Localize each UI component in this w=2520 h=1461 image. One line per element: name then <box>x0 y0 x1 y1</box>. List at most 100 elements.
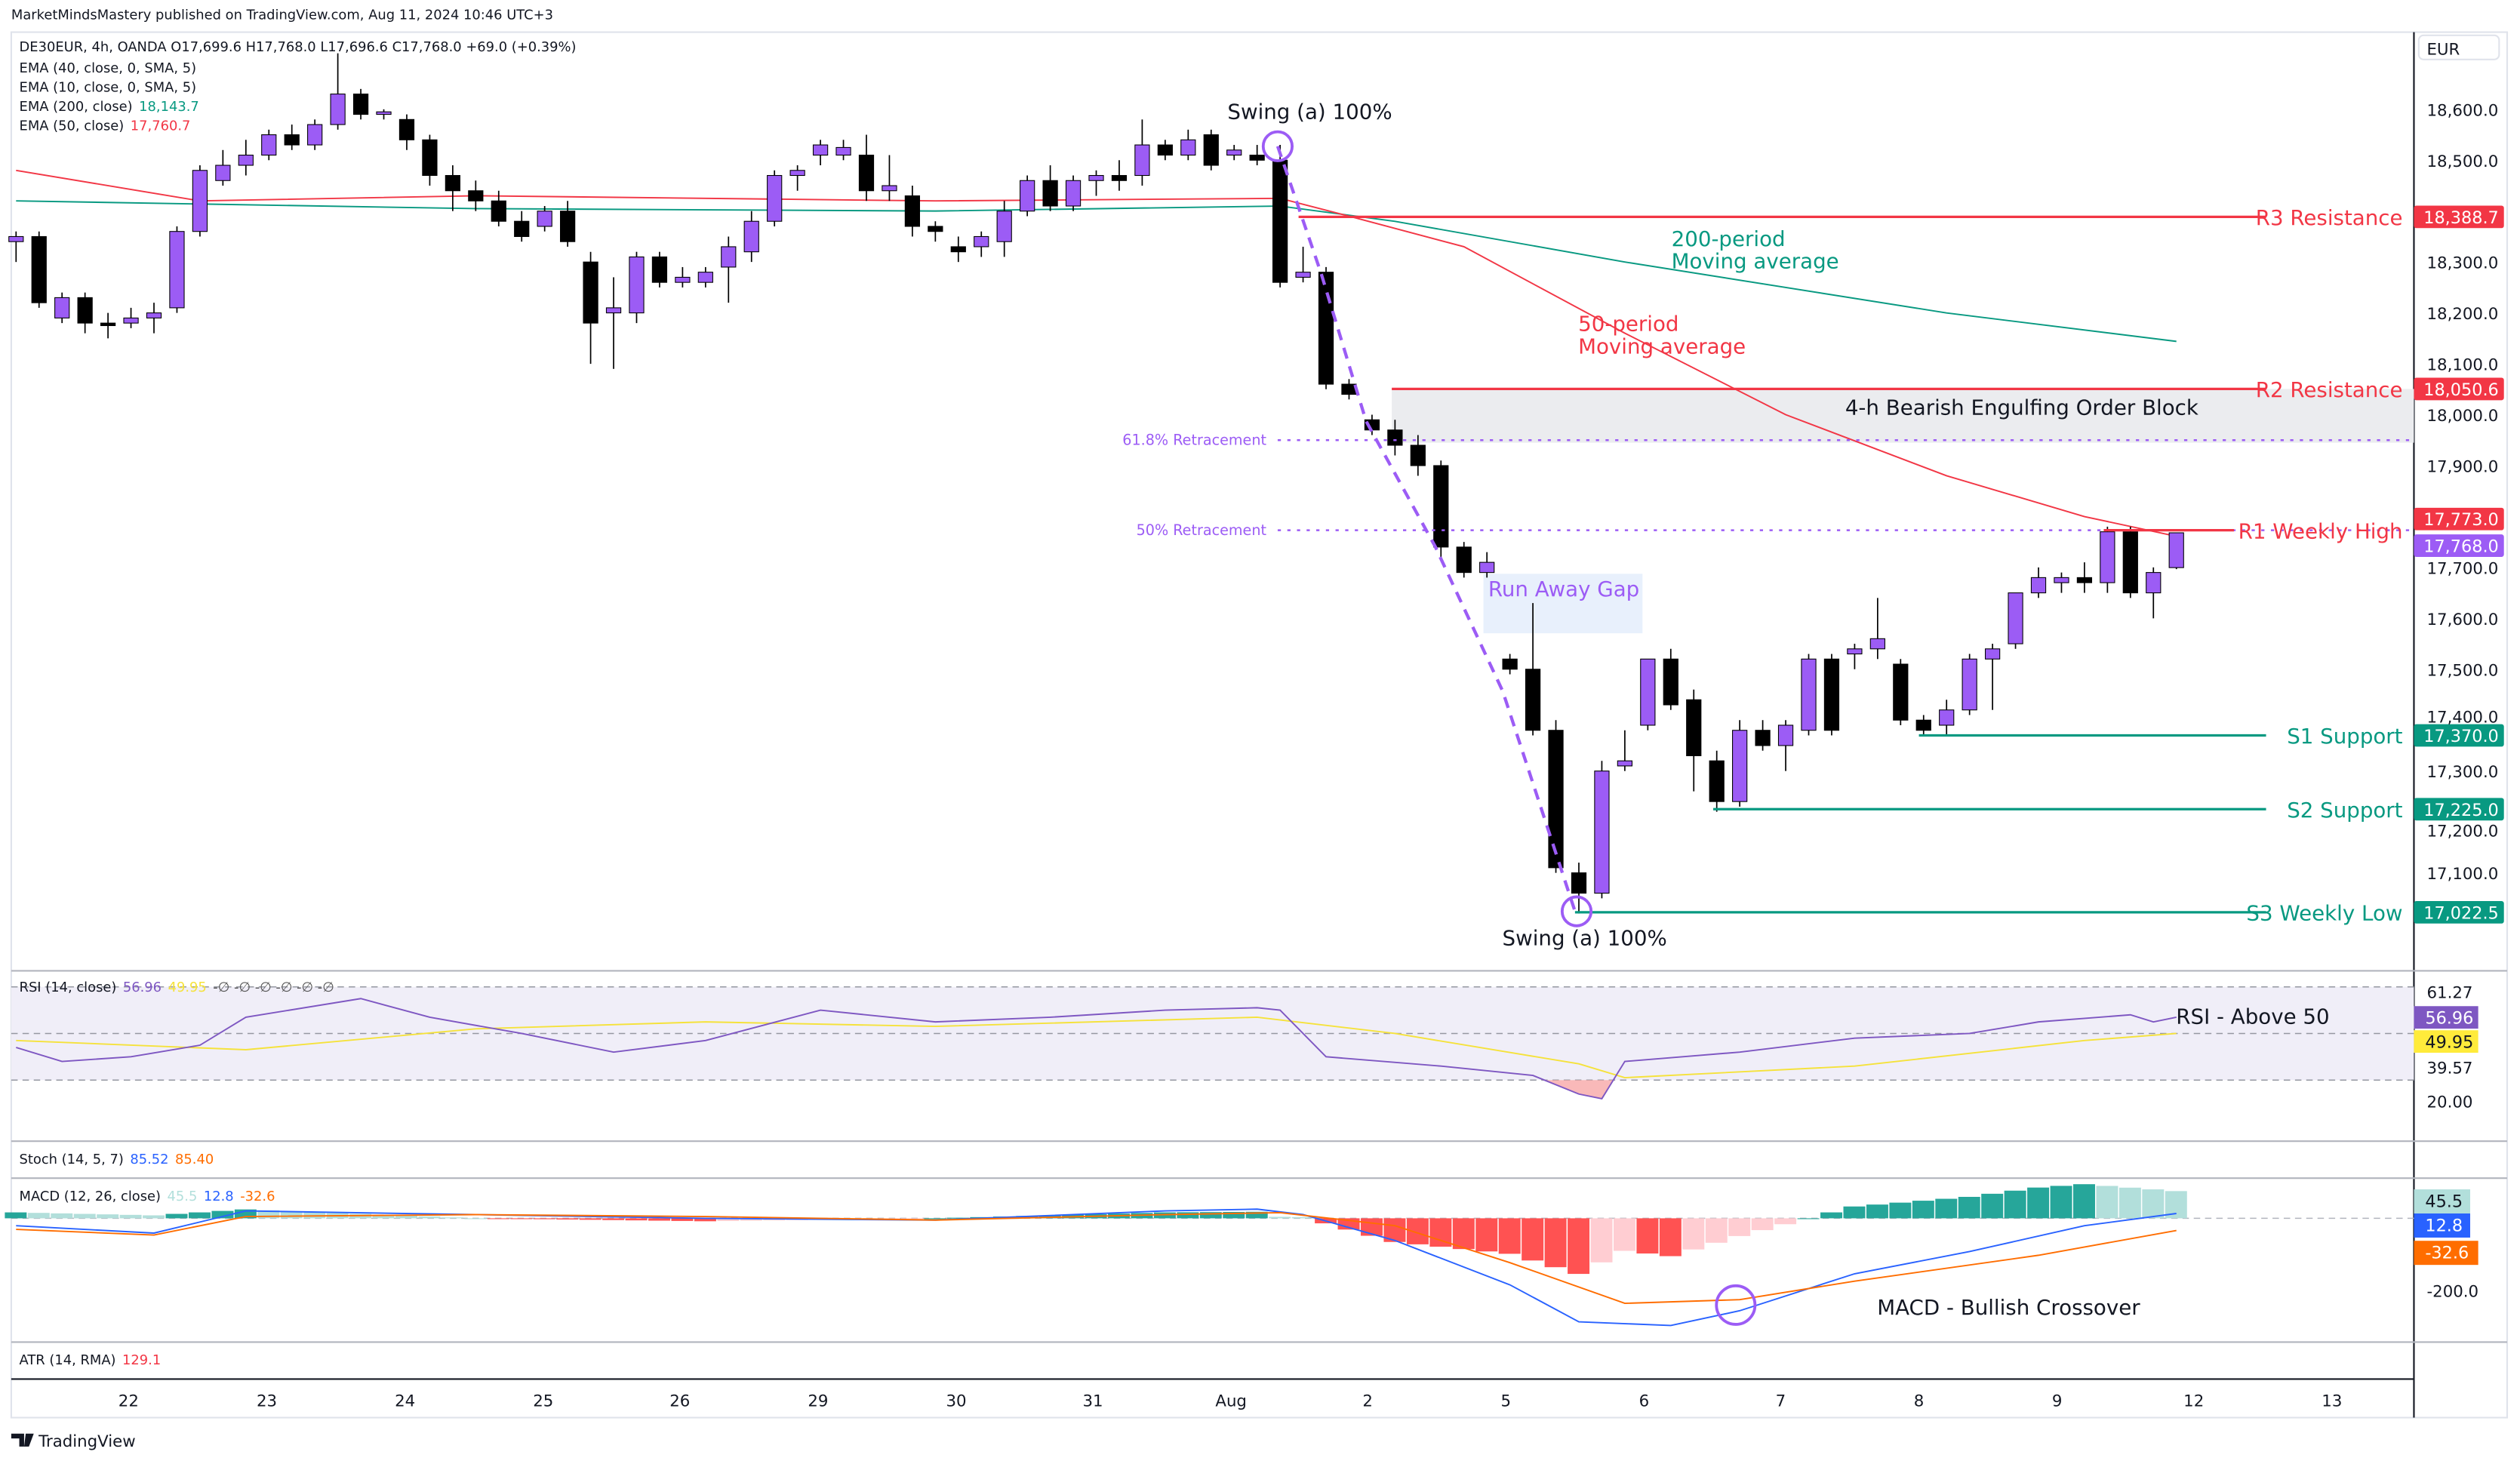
ema50-legend[interactable]: EMA (50, close) 17,760.7 <box>20 118 191 134</box>
candle-bullish[interactable] <box>2008 592 2023 644</box>
candle-bearish[interactable] <box>583 261 598 324</box>
candle-bearish[interactable] <box>1548 730 1564 869</box>
candle-bearish[interactable] <box>1203 134 1219 166</box>
candle-bullish[interactable] <box>675 276 691 283</box>
candle-bullish[interactable] <box>238 155 254 166</box>
candle-bearish[interactable] <box>1915 719 1931 731</box>
candle-bearish[interactable] <box>2122 531 2138 594</box>
candle-bullish[interactable] <box>812 144 829 156</box>
candle-bullish[interactable] <box>2168 532 2184 568</box>
candle-bullish[interactable] <box>1134 144 1150 177</box>
candle-bullish[interactable] <box>1088 174 1104 181</box>
candle-bearish[interactable] <box>904 195 921 227</box>
candle-bullish[interactable] <box>1594 770 1610 894</box>
ema10-legend[interactable]: EMA (10, close, 0, SMA, 5) <box>20 79 197 95</box>
candle-bearish[interactable] <box>1157 144 1173 156</box>
candle-bearish[interactable] <box>514 220 530 237</box>
candle-bullish[interactable] <box>974 235 989 248</box>
candle-bearish[interactable] <box>1823 658 1840 731</box>
candle-bullish[interactable] <box>1869 638 1885 650</box>
candle-bearish[interactable] <box>352 94 369 115</box>
ema200-legend[interactable]: EMA (200, close) 18,143.7 <box>20 99 199 115</box>
candle-bullish[interactable] <box>169 231 185 309</box>
candle-bearish[interactable] <box>1272 159 1288 283</box>
candle-bearish[interactable] <box>1571 872 1587 894</box>
candle-bullish[interactable] <box>721 246 737 268</box>
candle-bearish[interactable] <box>560 211 576 242</box>
currency-button[interactable] <box>2417 34 2500 60</box>
candle-bearish[interactable] <box>1042 180 1058 207</box>
candle-bullish[interactable] <box>882 185 897 192</box>
candle-bearish[interactable] <box>950 246 966 253</box>
candle-bearish[interactable] <box>1410 444 1426 466</box>
macd-legend[interactable]: MACD (12, 26, close) 45.5 12.8 -32.6 <box>20 1189 275 1204</box>
candle-bullish[interactable] <box>146 312 162 318</box>
candle-bullish[interactable] <box>743 220 759 253</box>
candle-bullish[interactable] <box>605 307 622 314</box>
candle-bearish[interactable] <box>858 155 875 192</box>
candle-bullish[interactable] <box>8 235 24 242</box>
candle-bullish[interactable] <box>1295 272 1311 278</box>
rsi-legend[interactable]: RSI (14, close) 56.96 49.95 -∅ -∅ -∅ -∅ -∅ … <box>20 980 334 995</box>
candle-bearish[interactable] <box>100 322 116 327</box>
candle-bullish[interactable] <box>54 297 70 318</box>
candle-bullish[interactable] <box>629 256 645 314</box>
candle-bullish[interactable] <box>123 317 139 324</box>
candle-bearish[interactable] <box>1686 699 1702 756</box>
tradingview-logo[interactable]: TradingView <box>11 1432 136 1451</box>
candle-bullish[interactable] <box>767 174 783 222</box>
candle-bullish[interactable] <box>1939 709 1955 726</box>
candle-bearish[interactable] <box>1387 429 1403 446</box>
candle-bearish[interactable] <box>2076 577 2093 583</box>
atr-legend[interactable]: ATR (14, RMA) 129.1 <box>20 1352 162 1368</box>
candle-bullish[interactable] <box>2146 572 2162 594</box>
candle-bullish[interactable] <box>1065 180 1082 207</box>
candle-bearish[interactable] <box>1111 174 1128 181</box>
candle-bearish[interactable] <box>1525 669 1541 731</box>
candle-bullish[interactable] <box>330 94 346 125</box>
candle-bullish[interactable] <box>537 211 552 227</box>
stoch-legend[interactable]: Stoch (14, 5, 7) 85.52 85.40 <box>20 1152 214 1167</box>
candle-bearish[interactable] <box>77 297 93 324</box>
candle-bullish[interactable] <box>1226 149 1242 156</box>
candle-bullish[interactable] <box>1180 139 1196 156</box>
ema40-legend[interactable]: EMA (40, close, 0, SMA, 5) <box>20 60 197 76</box>
candle-bullish[interactable] <box>835 146 851 156</box>
candle-bullish[interactable] <box>1847 648 1863 655</box>
candle-bullish[interactable] <box>1640 658 1656 726</box>
candle-bearish[interactable] <box>651 256 668 283</box>
candle-bullish[interactable] <box>1801 658 1817 731</box>
candle-bearish[interactable] <box>398 118 415 140</box>
candle-bearish[interactable] <box>491 200 506 222</box>
candle-bullish[interactable] <box>789 170 805 177</box>
candle-bullish[interactable] <box>261 134 277 156</box>
candle-bearish[interactable] <box>1709 760 1725 802</box>
candle-bearish[interactable] <box>422 139 438 177</box>
candle-bearish[interactable] <box>31 235 47 303</box>
candle-bearish[interactable] <box>1456 546 1472 574</box>
candle-bullish[interactable] <box>996 211 1012 242</box>
candle-bearish[interactable] <box>468 190 484 201</box>
candle-bearish[interactable] <box>1318 272 1334 385</box>
candle-bullish[interactable] <box>1020 180 1035 212</box>
candle-bullish[interactable] <box>1984 648 2001 660</box>
candle-bearish[interactable] <box>1502 658 1518 670</box>
candle-bearish[interactable] <box>1663 658 1678 706</box>
candle-bullish[interactable] <box>192 170 208 232</box>
candle-bullish[interactable] <box>215 165 231 181</box>
candle-bullish[interactable] <box>1962 658 1977 711</box>
candle-bullish[interactable] <box>1479 561 1495 574</box>
candle-bullish[interactable] <box>1732 730 1748 802</box>
candle-bearish[interactable] <box>445 174 460 192</box>
candle-bearish[interactable] <box>284 134 300 146</box>
candle-bearish[interactable] <box>1249 155 1265 161</box>
candle-bearish[interactable] <box>1433 465 1449 548</box>
candle-bullish[interactable] <box>1617 760 1633 767</box>
symbol-legend[interactable]: DE30EUR, 4h, OANDA O17,699.6 H17,768.0 L… <box>20 39 577 55</box>
candle-bearish[interactable] <box>1893 663 1909 721</box>
candle-bearish[interactable] <box>1755 730 1771 746</box>
candle-bullish[interactable] <box>697 272 713 283</box>
candle-bullish[interactable] <box>2030 577 2047 594</box>
candle-bullish[interactable] <box>2100 531 2115 583</box>
